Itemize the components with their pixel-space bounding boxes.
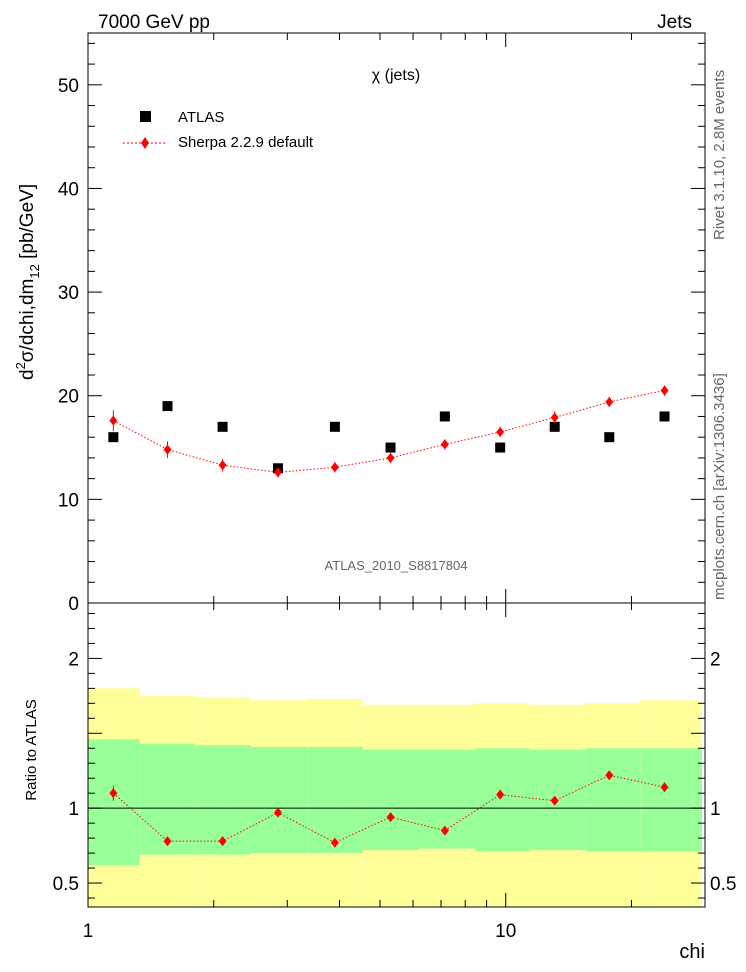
ratio-point-9 [605, 770, 614, 781]
mcplots-label: mcplots.cern.ch [arXiv:1306.3436] [711, 373, 728, 600]
analysis-label: ATLAS_2010_S8817804 [325, 558, 468, 573]
ratio-point-6 [440, 825, 449, 836]
mc-point-9 [605, 396, 614, 407]
ratio-ytick-label-left-1: 1 [68, 799, 79, 820]
ratio-ytick-label-right-0.5: 0.5 [710, 874, 736, 895]
ratio-point-2 [218, 836, 227, 847]
mc-point-3 [273, 467, 282, 478]
axes: 1 10 0 10 20 30 40 50 0.5 0.5 1 1 2 2 [53, 32, 736, 942]
band-inner-0 [88, 739, 140, 866]
legend: ATLAS Sherpa 2.2.9 default [123, 109, 314, 151]
data-point-6 [439, 411, 450, 422]
ylabel-part-e: [pb/GeV] [17, 184, 38, 264]
ratio-point-1 [163, 836, 172, 847]
band-inner-6 [418, 749, 476, 849]
mc-point-0 [109, 415, 118, 426]
mc-point-8 [550, 412, 559, 423]
band-inner-4 [307, 746, 363, 854]
main-plot-title: χ (jets) [372, 67, 420, 84]
band-inner-9 [585, 748, 641, 852]
header-right: Jets [657, 12, 692, 33]
data-point-7 [495, 442, 506, 453]
band-inner-10 [640, 748, 702, 852]
main-ytick-label-40: 40 [58, 179, 79, 200]
main-ytick-label-30: 30 [58, 283, 79, 304]
data-point-4 [329, 421, 340, 432]
ratio-bands [88, 688, 702, 907]
ratio-point-5 [386, 812, 395, 823]
ratio-ytick-label-left-2: 2 [68, 649, 79, 670]
x-axis-label: chi [679, 941, 705, 963]
ratio-ytick-label-left-0.5: 0.5 [53, 874, 79, 895]
main-ytick-label-20: 20 [58, 387, 79, 408]
ratio-point-7 [496, 789, 505, 800]
ylabel-part-b: 2 [13, 362, 28, 369]
data-point-1 [162, 401, 173, 412]
mc-point-7 [496, 427, 505, 437]
rivet-label: Rivet 3.1.10, 2.8M events [711, 70, 728, 240]
legend-atlas-marker [140, 111, 151, 122]
ratio-y-label: Ratio to ATLAS [23, 699, 40, 800]
ratio-content [88, 770, 705, 848]
band-inner-7 [475, 748, 530, 852]
data-point-8 [549, 421, 560, 432]
mc-point-10 [660, 385, 669, 396]
ratio-ytick-label-right-2: 2 [710, 649, 721, 670]
ylabel-part-c: σ/dchi,dm [17, 279, 38, 363]
header-left: 7000 GeV pp [98, 12, 210, 33]
band-inner-1 [139, 743, 195, 855]
mc-point-6 [440, 439, 449, 450]
ylabel-part-d: 12 [27, 264, 42, 278]
legend-atlas-label: ATLAS [178, 109, 224, 126]
main-content [108, 385, 670, 478]
band-inner-5 [362, 749, 419, 851]
mc-point-1 [163, 444, 172, 455]
legend-mc-label: Sherpa 2.2.9 default [178, 134, 314, 151]
ratio-ytick-label-right-1: 1 [710, 799, 721, 820]
ratio-point-10 [660, 782, 669, 793]
mc-point-4 [330, 462, 339, 473]
band-inner-3 [250, 746, 308, 854]
ratio-point-3 [273, 807, 282, 818]
ratio-point-0 [109, 788, 118, 799]
x-tick-label-10: 10 [495, 921, 516, 942]
data-point-2 [217, 421, 228, 432]
data-point-10 [659, 411, 670, 422]
ratio-point-4 [330, 837, 339, 848]
mc-point-2 [218, 460, 227, 471]
data-point-9 [604, 432, 615, 443]
mc-point-5 [386, 452, 395, 463]
main-ytick-label-0: 0 [68, 594, 79, 615]
x-tick-label-1: 1 [83, 921, 94, 942]
legend-mc-marker [141, 137, 149, 149]
ylabel-part-a: d [17, 369, 38, 380]
data-point-5 [385, 442, 396, 453]
data-point-0 [108, 432, 119, 443]
main-ytick-label-10: 10 [58, 490, 79, 511]
main-ytick-label-50: 50 [58, 76, 79, 97]
main-y-label: d2σ/dchi,dm12 [pb/GeV] [13, 184, 42, 380]
ratio-frame [87, 602, 706, 908]
ratio-point-8 [550, 795, 559, 806]
